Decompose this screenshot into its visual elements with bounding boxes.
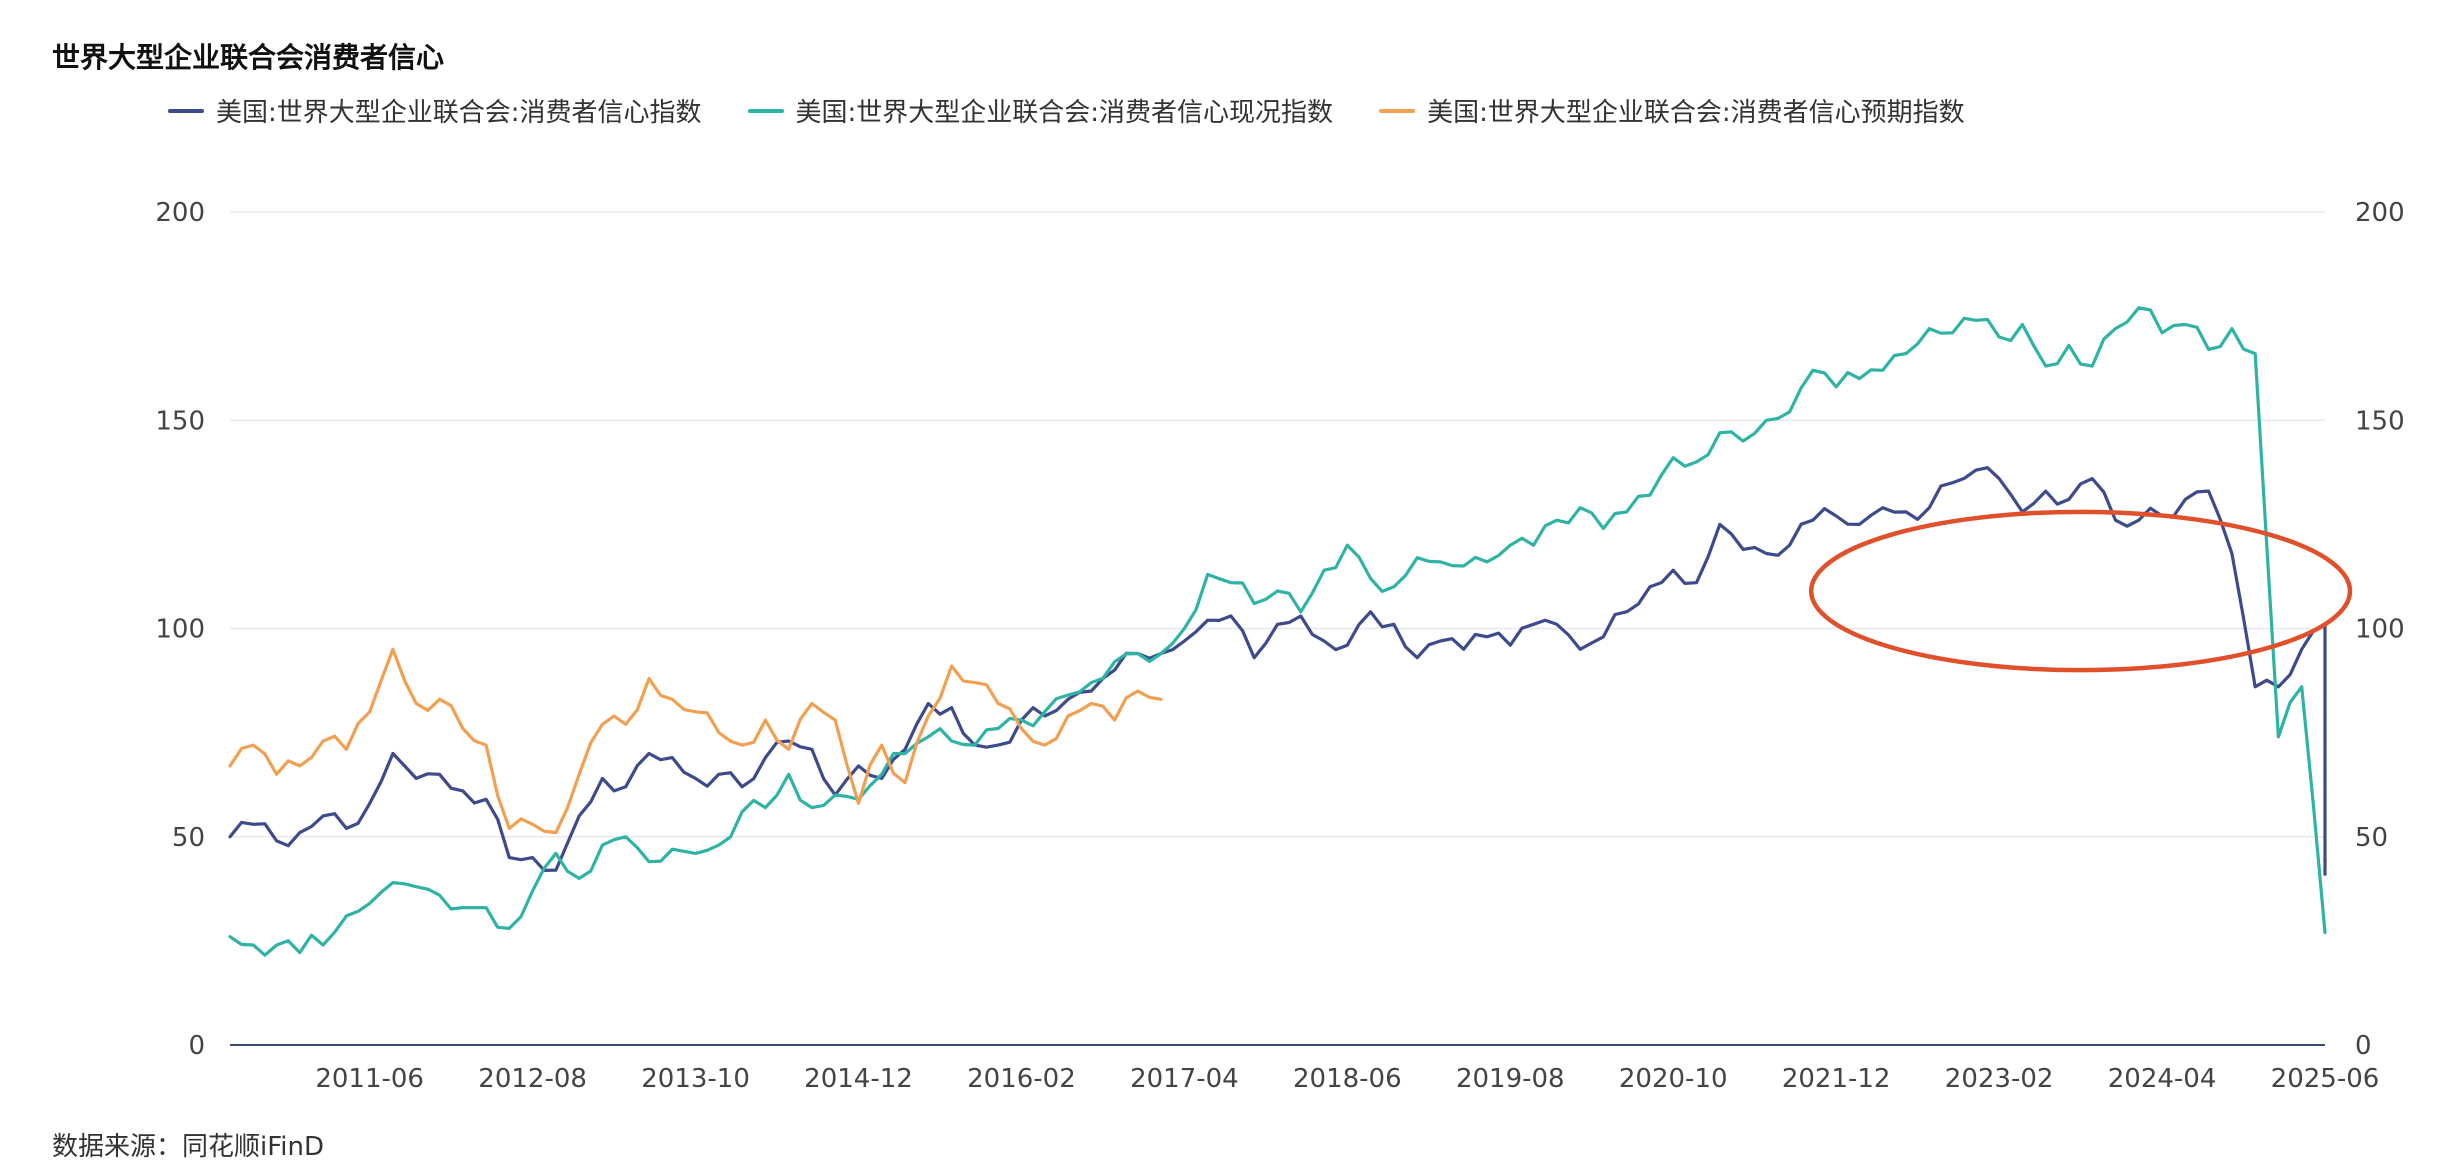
x-tick-label: 2020-10 <box>1619 1064 1728 1094</box>
x-tick-label: 2017-04 <box>1130 1064 1239 1094</box>
chart-title: 世界大型企业联合会消费者信心 <box>52 41 445 74</box>
legend-swatch-index <box>168 108 204 113</box>
data-source: 数据来源：同花顺iFinD <box>52 1132 325 1162</box>
y-tick-label-right: 50 <box>2355 823 2388 853</box>
legend-label-index: 美国:世界大型企业联合会:消费者信心指数 <box>216 98 702 128</box>
legend-item-present[interactable]: 美国:世界大型企业联合会:消费者信心现况指数 <box>747 92 1334 129</box>
legend-label-present: 美国:世界大型企业联合会:消费者信心现况指数 <box>795 98 1334 128</box>
x-tick-label: 2023-02 <box>1945 1064 2054 1094</box>
x-tick-label: 2025-06 <box>2271 1064 2380 1094</box>
y-tick-label-left: 0 <box>188 1031 205 1061</box>
y-tick-label-left: 150 <box>155 406 205 436</box>
x-tick-label: 2016-02 <box>967 1064 1076 1094</box>
legend-swatch-present <box>747 108 784 113</box>
legend-label-expectation: 美国:世界大型企业联合会:消费者信心预期指数 <box>1427 98 1965 128</box>
y-tick-label-right: 100 <box>2355 615 2405 645</box>
legend-swatch-expectation <box>1379 108 1416 113</box>
y-tick-label-left: 200 <box>155 198 205 228</box>
x-tick-label: 2014-12 <box>804 1064 913 1094</box>
y-tick-label-left: 100 <box>155 615 205 645</box>
x-tick-label: 2013-10 <box>641 1064 750 1094</box>
legend-item-index[interactable]: 美国:世界大型企业联合会:消费者信心指数 <box>168 92 702 129</box>
series-line-1 <box>228 306 2327 957</box>
legend-item-expectation[interactable]: 美国:世界大型企业联合会:消费者信心预期指数 <box>1379 92 1965 129</box>
series-line-0 <box>228 466 2327 876</box>
y-tick-label-right: 200 <box>2355 198 2405 228</box>
y-tick-label-right: 150 <box>2355 406 2405 436</box>
y-tick-label-right: 0 <box>2355 1031 2372 1061</box>
annotation-ellipse <box>1808 509 2353 673</box>
x-tick-label: 2018-06 <box>1293 1064 1402 1094</box>
x-tick-label: 2019-08 <box>1456 1064 1565 1094</box>
x-tick-label: 2011-06 <box>315 1064 424 1094</box>
series-line-2 <box>228 647 1163 835</box>
y-tick-label-left: 50 <box>172 823 205 853</box>
x-tick-label: 2012-08 <box>478 1064 587 1094</box>
x-tick-label: 2021-12 <box>1782 1064 1891 1094</box>
legend: 美国:世界大型企业联合会:消费者信心指数 美国:世界大型企业联合会:消费者信心现… <box>168 92 1965 129</box>
x-tick-label: 2024-04 <box>2108 1064 2217 1094</box>
